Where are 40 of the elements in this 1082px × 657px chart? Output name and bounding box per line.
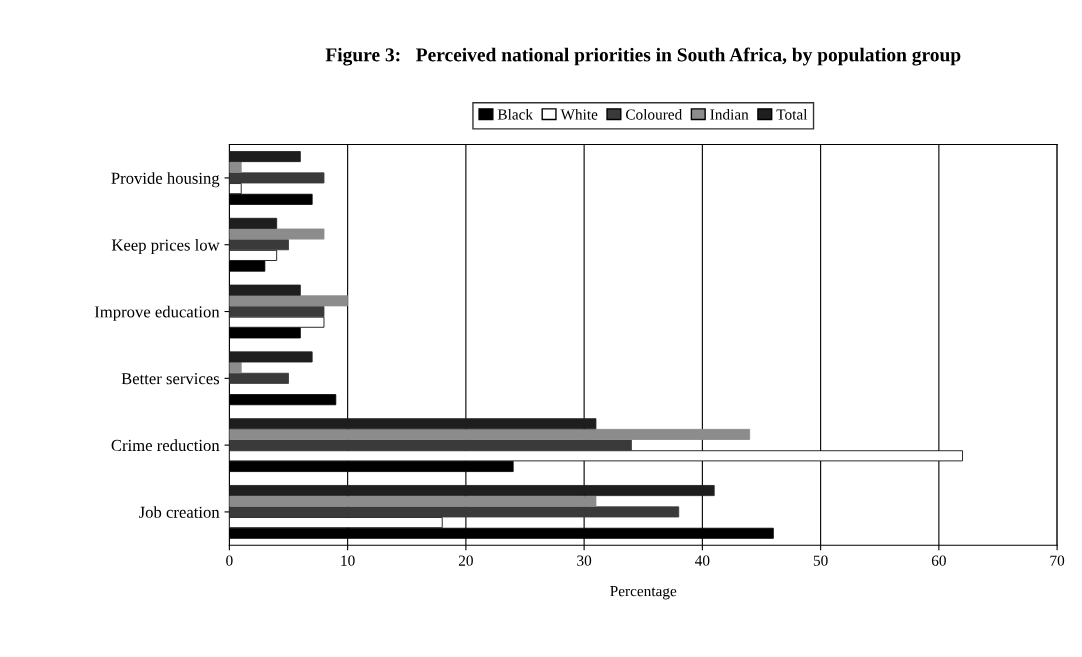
y-tick-label: Job creation [139, 506, 220, 518]
x-tick-label: 0 [226, 555, 233, 566]
chart-title: Figure 3: Perceived national priorities in South Africa, by population group [325, 47, 961, 66]
y-tick-label: Crime reduction [111, 439, 220, 452]
legend-label: Coloured [626, 108, 683, 120]
x-tick-label: 20 [458, 555, 473, 566]
bar [229, 151, 301, 163]
x-tick-label: 40 [695, 555, 710, 566]
legend-label: Indian [710, 108, 749, 120]
bar [229, 295, 349, 307]
x-tick-label: 30 [577, 555, 592, 566]
bar [229, 284, 301, 296]
bar [229, 394, 337, 406]
bar [229, 217, 278, 229]
bar [229, 495, 597, 507]
bar [229, 485, 715, 497]
bar [229, 351, 313, 363]
bar [229, 172, 325, 184]
legend-label: White [560, 108, 598, 120]
legend-label: Black [497, 108, 534, 120]
bar [229, 372, 289, 384]
x-tick-label: 70 [1050, 555, 1065, 566]
x-axis-title: Percentage [610, 586, 677, 600]
bar [229, 239, 289, 251]
bar [229, 362, 242, 374]
y-tick-label: Provide housing [111, 172, 220, 188]
bar [229, 439, 632, 451]
y-tick-label: Improve education [94, 305, 220, 321]
bar [229, 418, 597, 430]
bar [229, 428, 751, 440]
x-tick-label: 60 [931, 555, 946, 566]
bar [229, 506, 680, 518]
y-tick-label: Better services [121, 373, 220, 385]
legend-label: Total [776, 108, 808, 120]
x-tick-label: 50 [813, 555, 828, 566]
y-tick-label: Keep prices low [111, 238, 220, 255]
bar [229, 228, 325, 240]
bar [229, 306, 325, 318]
x-tick-label: 10 [341, 555, 355, 566]
bar [229, 161, 242, 173]
